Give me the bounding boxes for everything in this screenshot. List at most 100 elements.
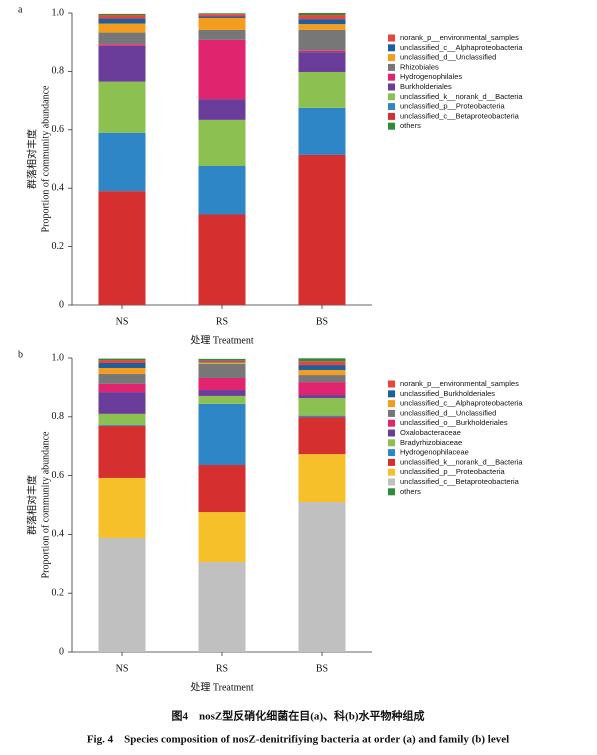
legend-swatch bbox=[388, 400, 395, 408]
bar-segment bbox=[98, 477, 146, 538]
y-tick-label: 0 bbox=[59, 299, 64, 310]
bar-segment bbox=[98, 425, 146, 478]
legend-label: Oxalobacteraceae bbox=[400, 428, 461, 437]
bar-segment bbox=[298, 29, 346, 51]
legend-swatch bbox=[388, 468, 395, 476]
y-axis-label: Proportion of community abundance bbox=[40, 85, 51, 232]
bar-segment bbox=[98, 45, 146, 82]
legend-label: Hydrogenophilaceae bbox=[400, 448, 469, 457]
x-tick-label: BS bbox=[316, 663, 328, 674]
bar-segment bbox=[198, 562, 246, 652]
y-tick-label: 0.8 bbox=[52, 66, 65, 77]
y-tick-label: 0.4 bbox=[52, 529, 65, 540]
bar-segment bbox=[298, 502, 346, 652]
legend-label: norank_p__environmental_samples bbox=[400, 379, 519, 388]
legend-label: Rhizobiales bbox=[400, 62, 439, 71]
y-tick-label: 0.6 bbox=[52, 470, 65, 481]
legend-swatch bbox=[388, 409, 395, 417]
bar-segment bbox=[98, 360, 146, 363]
bar-segment bbox=[198, 390, 246, 396]
bar-segment bbox=[198, 99, 246, 120]
legend-label: others bbox=[400, 487, 421, 496]
bar-segment bbox=[98, 362, 146, 368]
legend-swatch bbox=[388, 429, 395, 437]
x-tick-label: RS bbox=[216, 663, 228, 674]
bar-segment bbox=[98, 15, 146, 19]
legend-label: unclassified_p__Proteobacteria bbox=[400, 102, 505, 111]
legend-label: Bradyrhizobiaceae bbox=[400, 438, 462, 447]
bar-segment bbox=[98, 373, 146, 384]
bar-segment bbox=[298, 24, 346, 30]
legend-label: unclassified_o__Burkholderiales bbox=[400, 418, 508, 427]
bar-segment bbox=[198, 395, 246, 404]
legend-swatch bbox=[388, 103, 395, 111]
bar-segment bbox=[98, 358, 146, 361]
y-tick-label: 0 bbox=[59, 646, 64, 657]
legend-swatch bbox=[388, 44, 395, 52]
bar-segment bbox=[298, 375, 346, 383]
legend-swatch bbox=[388, 83, 395, 91]
bar-segment bbox=[298, 154, 346, 305]
bar-segment bbox=[98, 13, 146, 16]
bar-segment bbox=[198, 465, 246, 513]
legend-label: unclassified_k__norank_d__Bacteria bbox=[400, 457, 523, 466]
y-tick-label: 1.0 bbox=[52, 7, 65, 18]
legend-swatch bbox=[388, 478, 395, 486]
y-tick-label: 0.4 bbox=[52, 182, 65, 193]
y-tick-label: 0.2 bbox=[52, 241, 65, 252]
bar-segment bbox=[198, 16, 246, 18]
bar-segment bbox=[198, 358, 246, 361]
caption-cn: 图4 nosZ型反硝化细菌在目(a)、科(b)水平物种组成 bbox=[171, 709, 424, 723]
legend-swatch bbox=[388, 54, 395, 62]
bar-segment bbox=[198, 363, 246, 378]
bar-segment bbox=[98, 18, 146, 24]
legend-label: Hydrogenophilales bbox=[400, 72, 462, 81]
bar-segment bbox=[198, 377, 246, 391]
y-tick-label: 1.0 bbox=[52, 352, 65, 363]
legend-swatch bbox=[388, 112, 395, 120]
bar-segment bbox=[298, 370, 346, 376]
legend-swatch bbox=[388, 449, 395, 457]
legend-label: norank_p__environmental_samples bbox=[400, 33, 519, 42]
bar-segment bbox=[198, 14, 246, 17]
legend-swatch bbox=[388, 458, 395, 466]
legend-label: unclassified_k__norank_d__Bacteria bbox=[400, 92, 523, 101]
bar-segment bbox=[98, 383, 146, 393]
x-axis-label: 处理 Treatment bbox=[190, 334, 253, 346]
legend-label: others bbox=[400, 121, 421, 130]
caption-en: Fig. 4 Species composition of nosZ-denit… bbox=[87, 734, 509, 746]
y-axis-label: 群落相对丰度 bbox=[25, 475, 38, 535]
legend-swatch bbox=[388, 488, 395, 496]
bar-segment bbox=[298, 15, 346, 20]
bar-segment bbox=[298, 71, 346, 108]
bar-segment bbox=[298, 415, 346, 418]
panel-label: b bbox=[18, 349, 23, 360]
bar-segment bbox=[198, 512, 246, 563]
bar-segment bbox=[98, 32, 146, 45]
legend-swatch bbox=[388, 439, 395, 447]
bar-segment bbox=[198, 13, 246, 15]
legend-swatch bbox=[388, 73, 395, 81]
legend-label: unclassified_d__Unclassified bbox=[400, 408, 496, 417]
bar-segment bbox=[298, 358, 346, 362]
bar-segment bbox=[198, 361, 246, 363]
bar-segment bbox=[98, 413, 146, 426]
bar-segment bbox=[98, 23, 146, 33]
bar-segment bbox=[298, 361, 346, 366]
bar-segment bbox=[198, 214, 246, 305]
x-tick-label: NS bbox=[116, 316, 129, 327]
bar-segment bbox=[298, 19, 346, 25]
bar-segment bbox=[98, 81, 146, 133]
bar-segment bbox=[98, 425, 146, 426]
bar-segment bbox=[98, 191, 146, 305]
legend-swatch bbox=[388, 93, 395, 101]
bar-segment bbox=[98, 44, 146, 46]
bar-segment bbox=[298, 13, 346, 16]
legend-label: Burkholderiales bbox=[400, 82, 452, 91]
bar-segment bbox=[98, 537, 146, 652]
bar-segment bbox=[298, 382, 346, 396]
x-tick-label: NS bbox=[116, 663, 129, 674]
bar-segment bbox=[298, 107, 346, 155]
bar-segment bbox=[298, 454, 346, 503]
x-tick-label: BS bbox=[316, 316, 328, 327]
